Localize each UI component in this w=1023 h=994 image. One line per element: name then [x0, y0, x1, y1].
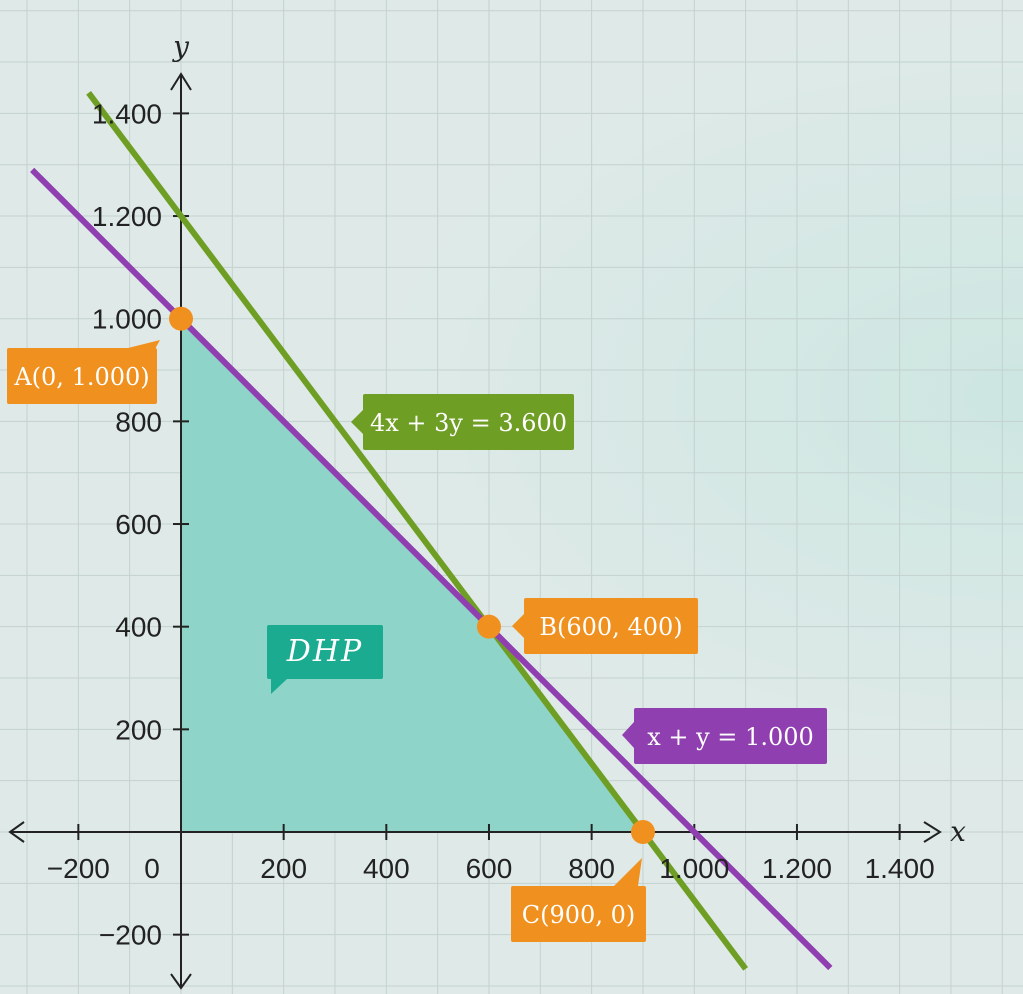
x-tick-label: 1.400 [865, 853, 935, 884]
callout-line-purple-text: x + y = 1.000 [647, 723, 814, 751]
x-axis-title: x [950, 815, 966, 848]
callout-region-tail [271, 679, 287, 694]
callout-point-a-tail [128, 340, 160, 358]
callout-point-a-text: A(0, 1.000) [13, 363, 149, 391]
x-tick-label: 200 [260, 853, 307, 884]
line-purple [30, 167, 833, 971]
callout-point-c-text: C(900, 0) [522, 901, 635, 929]
point-c-marker [630, 820, 655, 844]
feasible-region [181, 318, 643, 832]
feasible-region-layer [181, 318, 643, 832]
callout-region-text: DHP [286, 634, 363, 669]
callout-point-b-text: B(600, 400) [539, 613, 682, 641]
y-tick-label: 600 [115, 509, 162, 540]
point-b-marker [476, 614, 501, 639]
x-tick-label: 1.000 [659, 853, 729, 884]
callout-point-a-box [7, 348, 157, 404]
x-axis-arrow-left [8, 821, 25, 843]
tick-labels: −200 200 400 600 800 1.000 1.200 1.400 −200 200 40… [47, 98, 935, 950]
x-axis-arrow-right [923, 821, 942, 843]
callout-line-green: 4x + 3y = 3.600 [351, 394, 574, 450]
y-tick-label: 1.400 [92, 98, 162, 129]
callout-region-box [267, 625, 383, 679]
y-tick-label: 200 [115, 714, 162, 745]
origin-label: 0 [144, 853, 160, 884]
callout-point-b-tail [512, 614, 524, 638]
callout-line-purple-box [634, 708, 827, 764]
callout-point-a: A(0, 1.000) [7, 340, 160, 404]
y-tick-label: 1.200 [92, 201, 162, 232]
callout-line-purple-tail [622, 722, 634, 748]
callout-point-c: C(900, 0) [511, 858, 646, 942]
y-tick-label: 1.000 [92, 304, 162, 335]
x-tick-label: 800 [568, 853, 615, 884]
callout-point-c-tail [614, 858, 642, 886]
points [169, 306, 655, 844]
callout-region: DHP [267, 625, 383, 694]
x-tick-label: 400 [363, 853, 410, 884]
y-tick-label: −200 [99, 920, 162, 951]
y-tick-label: 800 [115, 406, 162, 437]
callout-line-green-tail [351, 410, 363, 434]
x-tick-label: −200 [47, 853, 110, 884]
callout-point-c-box [511, 886, 646, 942]
callout-point-b: B(600, 400) [512, 598, 698, 654]
y-axis-arrow-top [170, 72, 192, 91]
point-a-marker [169, 306, 193, 331]
y-tick-label: 400 [115, 612, 162, 643]
callout-point-b-box [524, 598, 698, 654]
x-tick-label: 1.200 [762, 853, 832, 884]
callout-line-purple: x + y = 1.000 [622, 708, 827, 764]
callout-line-green-text: 4x + 3y = 3.600 [370, 409, 567, 437]
axes: xy [8, 30, 966, 990]
callouts: A(0, 1.000) B(600, 400) C(900, 0) 4x + 3y =… [7, 340, 827, 942]
y-axis-arrow-bottom [170, 973, 192, 990]
y-axis-title: y [171, 30, 190, 63]
callout-line-green-box [363, 394, 574, 450]
x-tick-label: 600 [466, 853, 513, 884]
